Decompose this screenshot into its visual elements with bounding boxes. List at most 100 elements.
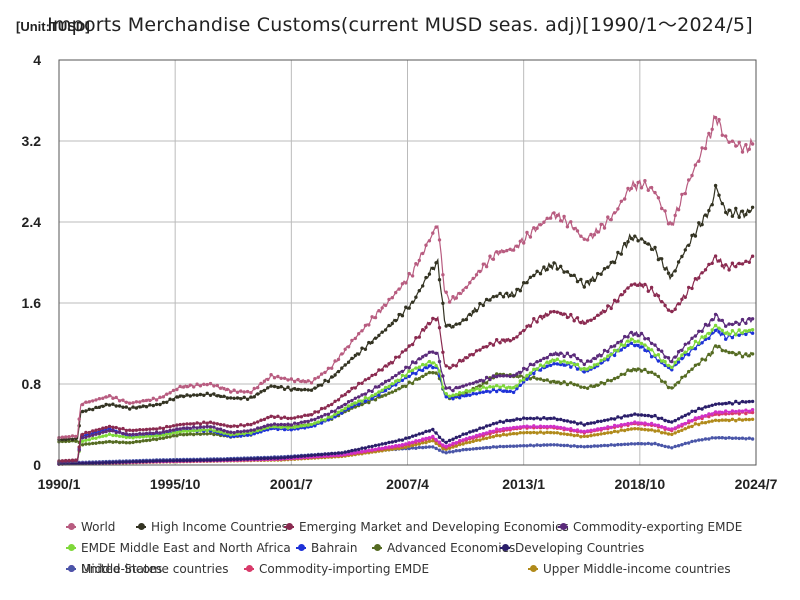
data-point [158,402,162,407]
data-point [582,370,586,374]
data-point [505,291,509,295]
data-point [478,388,482,392]
data-point [660,443,664,448]
data-point [454,441,458,445]
data-point [188,422,192,426]
data-point [683,427,687,431]
data-point [495,294,499,298]
data-point [488,432,492,436]
x-tick-label: 2024/7 [735,476,778,492]
data-point [313,386,317,390]
data-point [612,260,617,265]
data-point [357,395,361,399]
data-point [589,365,593,370]
data-point [646,422,650,427]
data-point [222,423,226,427]
data-point [676,208,681,212]
data-point [687,369,691,374]
data-point [565,432,570,437]
data-point [569,381,573,385]
data-point [205,458,209,462]
data-point [633,368,637,372]
data-point [653,245,657,250]
data-point [589,421,593,425]
data-point [498,419,502,424]
data-point [424,363,428,367]
data-point [626,368,630,372]
data-point [744,259,748,263]
data-point [606,418,610,422]
data-point [646,242,650,246]
data-point [740,209,745,213]
legend-marker [530,565,537,572]
data-point [198,422,203,426]
data-point [609,425,613,430]
data-point [559,381,563,386]
data-point [148,398,152,403]
data-point [202,432,206,436]
data-point [151,427,155,431]
data-point [171,424,176,428]
data-point [313,421,317,425]
data-point [289,388,293,392]
data-point [323,406,327,410]
data-point [612,417,617,421]
data-point [565,382,570,387]
data-point [666,445,671,449]
data-point [572,353,576,357]
data-point [333,451,337,456]
data-point [720,133,724,137]
data-point [730,261,735,265]
data-point [286,426,290,430]
data-point [585,444,590,449]
data-point [626,339,630,343]
legend-item: Bahrain [296,541,357,555]
data-point [121,405,125,409]
data-point [724,409,728,413]
data-point [346,404,351,408]
data-point [639,421,644,425]
data-point [522,444,526,448]
data-point [242,424,246,428]
data-point [532,424,536,428]
data-point [390,361,394,365]
data-point [400,373,405,378]
data-point [508,389,512,393]
data-point [175,430,179,435]
data-point [441,374,445,378]
data-point [737,215,741,219]
data-point [511,425,516,430]
data-point [343,347,347,351]
data-point [208,381,213,386]
data-point [552,352,556,356]
data-point [276,385,280,390]
data-point [730,409,735,413]
data-point [629,413,634,417]
data-point [67,458,71,463]
data-point [666,356,671,360]
x-tick-label: 2013/1 [502,476,545,492]
data-point [131,460,135,464]
data-point [582,237,586,241]
y-tick-label: 2.4 [22,214,42,230]
data-point [703,405,708,409]
data-point [431,266,435,270]
data-point [259,426,263,430]
data-point [458,448,462,453]
data-point [340,408,344,412]
data-point [552,362,556,366]
data-point [727,208,731,212]
data-point [606,378,610,382]
legend-swatch [66,565,76,572]
data-point [555,425,559,429]
data-point [215,458,219,462]
data-point [612,344,617,348]
data-point [407,436,411,440]
data-point [548,443,553,447]
data-point [353,386,357,390]
data-point [697,159,701,163]
data-point [579,429,583,433]
x-tick-label: 1995/10 [150,476,201,492]
data-point [575,383,580,387]
data-point [414,446,418,450]
